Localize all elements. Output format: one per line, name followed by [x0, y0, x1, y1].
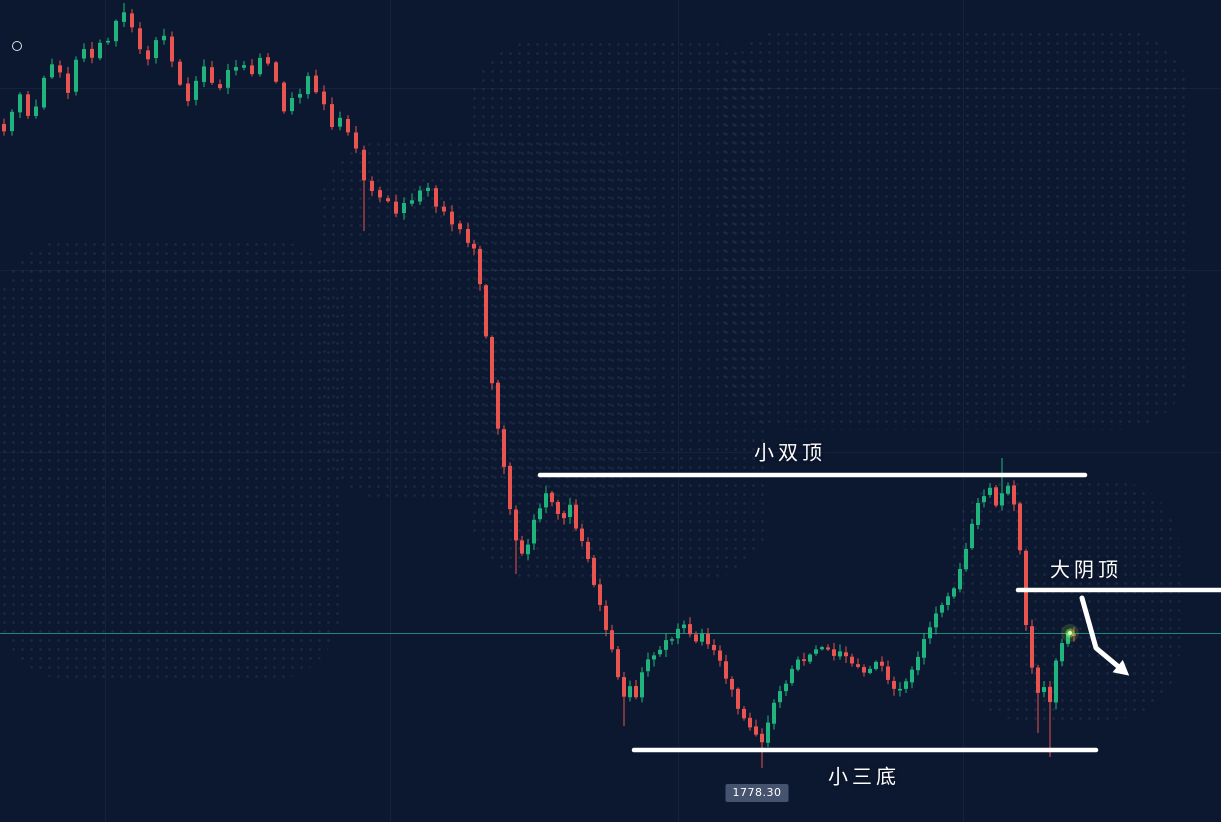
annotation-label-double-top: 小双顶	[754, 440, 826, 465]
world-map-dot-pattern	[720, 30, 1190, 430]
world-map-dot-pattern	[0, 240, 340, 680]
annotation-label-triple-bottom: 小三底	[828, 764, 900, 789]
ellipse-marker-icon	[12, 41, 22, 51]
world-map-dot-pattern	[950, 480, 1180, 720]
world-map-dot-pattern	[470, 40, 770, 580]
low-price-label: 1778.30	[725, 784, 789, 802]
annotation-label-big-bear-top: 大阴顶	[1050, 557, 1122, 582]
